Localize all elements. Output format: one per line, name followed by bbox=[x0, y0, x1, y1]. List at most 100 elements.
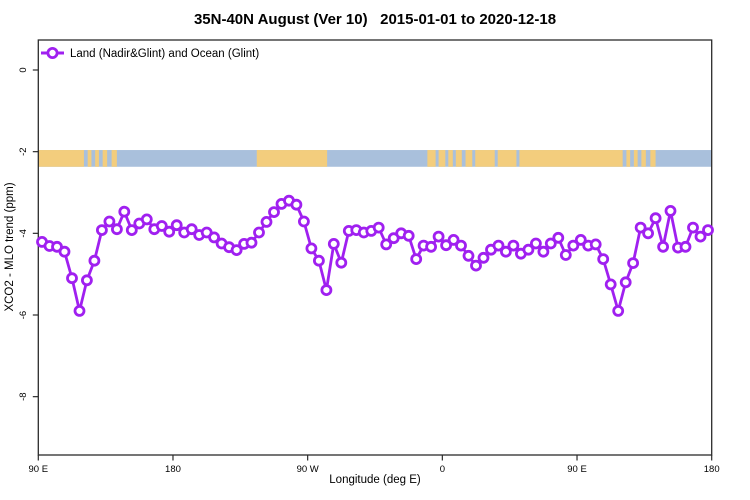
data-point-marker bbox=[567, 239, 580, 252]
y-tick-label: -6 bbox=[18, 311, 29, 319]
land-segment bbox=[102, 150, 108, 167]
data-point-marker bbox=[507, 239, 520, 252]
data-point-marker bbox=[88, 254, 101, 267]
land-ocean-band bbox=[38, 150, 712, 167]
legend: Land (Nadir&Glint) and Ocean (Glint) bbox=[41, 47, 259, 60]
data-point-marker bbox=[111, 223, 123, 236]
data-point-marker bbox=[634, 221, 647, 234]
data-point-marker bbox=[440, 239, 453, 252]
land-segment bbox=[626, 150, 631, 167]
data-point-marker bbox=[170, 219, 183, 232]
legend-label: Land (Nadir&Glint) and Ocean (Glint) bbox=[70, 48, 259, 60]
data-point-marker bbox=[477, 251, 490, 264]
data-point-marker bbox=[312, 254, 325, 267]
data-point-marker bbox=[297, 215, 310, 228]
data-point-marker bbox=[627, 257, 639, 270]
data-point-marker bbox=[253, 226, 265, 239]
data-point-marker bbox=[455, 239, 467, 252]
y-tick-label: 0 bbox=[18, 67, 29, 72]
trend-series-layer bbox=[36, 194, 714, 317]
land-segment bbox=[427, 150, 436, 167]
land-segment bbox=[633, 150, 638, 167]
data-point-marker bbox=[522, 243, 535, 256]
data-point-marker bbox=[544, 237, 557, 250]
land-segment bbox=[38, 150, 84, 167]
data-point-marker bbox=[687, 221, 699, 234]
x-tick-label: 180 bbox=[165, 464, 181, 475]
data-point-marker bbox=[372, 221, 385, 234]
data-point-marker bbox=[155, 220, 168, 232]
data-point-marker bbox=[702, 224, 714, 237]
data-point-marker bbox=[604, 278, 617, 291]
data-point-marker bbox=[470, 259, 482, 272]
data-point-marker bbox=[432, 230, 445, 243]
data-point-marker bbox=[612, 304, 625, 317]
data-point-marker bbox=[642, 227, 654, 240]
data-point-marker bbox=[125, 224, 138, 237]
land-segment bbox=[475, 150, 495, 167]
land-segment bbox=[438, 150, 446, 167]
data-point-marker bbox=[649, 212, 662, 225]
data-point-marker bbox=[103, 215, 116, 228]
data-point-marker bbox=[447, 233, 460, 246]
data-point-marker bbox=[589, 238, 602, 251]
data-point-marker bbox=[230, 244, 243, 257]
data-point-marker bbox=[208, 231, 221, 244]
y-tick-label: -8 bbox=[18, 392, 29, 400]
data-point-marker bbox=[462, 249, 475, 262]
chart-title: 35N-40N August (Ver 10) 2015-01-01 to 20… bbox=[194, 11, 556, 28]
data-point-marker bbox=[118, 205, 131, 218]
data-point-marker bbox=[597, 253, 610, 266]
y-axis-title: XCO2 - MLO trend (ppm) bbox=[4, 182, 16, 311]
data-point-marker bbox=[66, 272, 78, 285]
data-point-marker bbox=[492, 239, 505, 252]
data-point-marker bbox=[619, 276, 632, 289]
land-segment bbox=[455, 150, 462, 167]
land-segment bbox=[641, 150, 646, 167]
legend-marker-icon bbox=[46, 47, 59, 60]
data-point-marker bbox=[410, 253, 423, 266]
y-tick-label: -4 bbox=[18, 229, 29, 237]
land-segment bbox=[519, 150, 623, 167]
data-point-marker bbox=[530, 237, 542, 250]
data-point-marker bbox=[320, 284, 333, 297]
data-point-marker bbox=[185, 223, 198, 236]
x-axis-title: Longitude (deg E) bbox=[329, 474, 421, 486]
x-tick-label: 90 E bbox=[567, 464, 587, 475]
x-tick-label: 90 E bbox=[29, 464, 49, 475]
data-point-marker bbox=[335, 256, 348, 269]
land-segment bbox=[448, 150, 453, 167]
data-point-marker bbox=[163, 225, 176, 238]
data-point-marker bbox=[245, 236, 258, 249]
data-point-marker bbox=[73, 304, 86, 317]
axes-layer: 90 E 180 90 W 0 90 E 180 0 -2 -4 -6 -8 bbox=[18, 39, 720, 475]
data-point-marker bbox=[290, 198, 303, 211]
data-point-marker bbox=[402, 229, 415, 242]
plot-box bbox=[37, 39, 713, 456]
land-segment bbox=[87, 150, 92, 167]
data-point-marker bbox=[657, 240, 669, 253]
data-point-marker bbox=[81, 274, 93, 287]
data-point-marker bbox=[574, 233, 587, 246]
data-point-marker bbox=[679, 240, 692, 253]
data-point-marker bbox=[499, 245, 512, 258]
data-point-marker bbox=[380, 238, 393, 251]
data-point-marker bbox=[327, 237, 340, 250]
land-segment bbox=[465, 150, 473, 167]
y-tick-label: -2 bbox=[18, 147, 29, 155]
data-point-marker bbox=[268, 206, 280, 219]
data-point-marker bbox=[260, 215, 273, 228]
data-point-marker bbox=[694, 230, 707, 243]
data-point-marker bbox=[58, 245, 71, 258]
data-point-marker bbox=[559, 249, 572, 261]
x-tick-label: 0 bbox=[440, 464, 445, 475]
data-point-marker bbox=[664, 204, 677, 217]
land-segment bbox=[497, 150, 517, 167]
data-point-marker bbox=[140, 213, 153, 226]
data-point-marker bbox=[425, 240, 438, 253]
land-segment bbox=[650, 150, 656, 167]
data-point-marker bbox=[305, 242, 318, 255]
x-tick-label: 90 W bbox=[297, 464, 319, 475]
